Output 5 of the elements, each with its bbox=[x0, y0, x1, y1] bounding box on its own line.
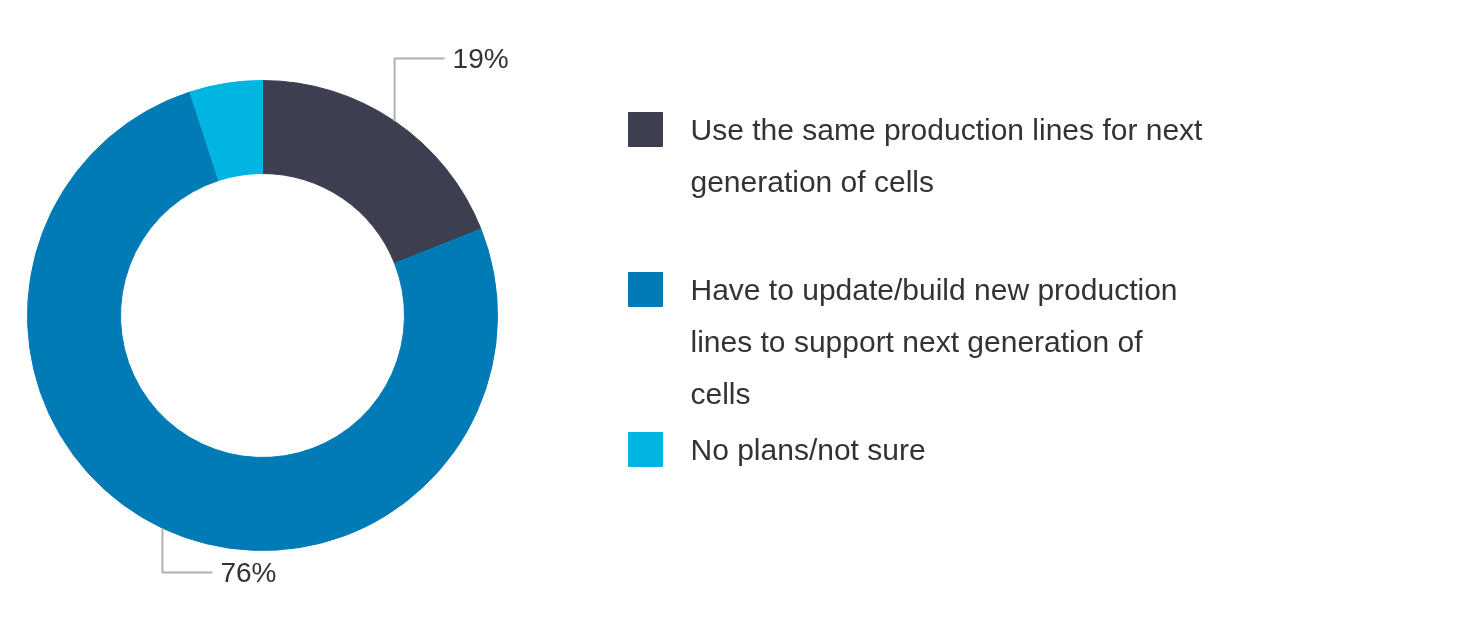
legend-label: No plans/not sure bbox=[690, 433, 926, 466]
legend-label: Have to update/build new production lines to support next generation of cells bbox=[690, 273, 1178, 410]
legend-label: Use the same production lines for next generation of cells bbox=[690, 113, 1204, 198]
data-label: 19% bbox=[452, 43, 509, 74]
data-label: 76% bbox=[220, 557, 277, 588]
